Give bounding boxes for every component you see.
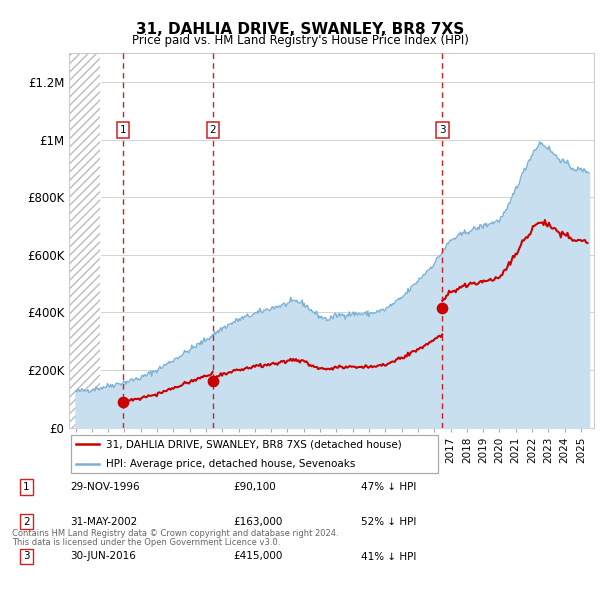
Text: 31-MAY-2002: 31-MAY-2002 xyxy=(70,517,137,526)
Text: 52% ↓ HPI: 52% ↓ HPI xyxy=(361,517,416,526)
Text: 41% ↓ HPI: 41% ↓ HPI xyxy=(361,552,416,562)
Text: 3: 3 xyxy=(23,552,30,562)
Bar xyxy=(69,53,100,428)
Text: 1: 1 xyxy=(23,481,30,491)
FancyBboxPatch shape xyxy=(71,435,439,473)
Text: HPI: Average price, detached house, Sevenoaks: HPI: Average price, detached house, Seve… xyxy=(106,460,356,469)
Text: £90,100: £90,100 xyxy=(233,481,276,491)
Text: 2: 2 xyxy=(209,125,216,135)
Text: £415,000: £415,000 xyxy=(233,552,283,562)
Bar xyxy=(69,53,100,428)
Text: £163,000: £163,000 xyxy=(233,517,283,526)
Text: 31, DAHLIA DRIVE, SWANLEY, BR8 7XS: 31, DAHLIA DRIVE, SWANLEY, BR8 7XS xyxy=(136,22,464,37)
Text: This data is licensed under the Open Government Licence v3.0.: This data is licensed under the Open Gov… xyxy=(12,538,280,547)
Text: 30-JUN-2016: 30-JUN-2016 xyxy=(70,552,136,562)
Text: 31, DAHLIA DRIVE, SWANLEY, BR8 7XS (detached house): 31, DAHLIA DRIVE, SWANLEY, BR8 7XS (deta… xyxy=(106,440,402,450)
Text: 1: 1 xyxy=(120,125,127,135)
Text: Price paid vs. HM Land Registry's House Price Index (HPI): Price paid vs. HM Land Registry's House … xyxy=(131,34,469,47)
Point xyxy=(118,397,128,407)
Text: 29-NOV-1996: 29-NOV-1996 xyxy=(70,481,140,491)
Text: 47% ↓ HPI: 47% ↓ HPI xyxy=(361,481,416,491)
Text: Contains HM Land Registry data © Crown copyright and database right 2024.: Contains HM Land Registry data © Crown c… xyxy=(12,529,338,537)
Point xyxy=(208,376,218,385)
Point xyxy=(437,303,447,313)
Text: 2: 2 xyxy=(23,517,30,526)
Text: 3: 3 xyxy=(439,125,446,135)
